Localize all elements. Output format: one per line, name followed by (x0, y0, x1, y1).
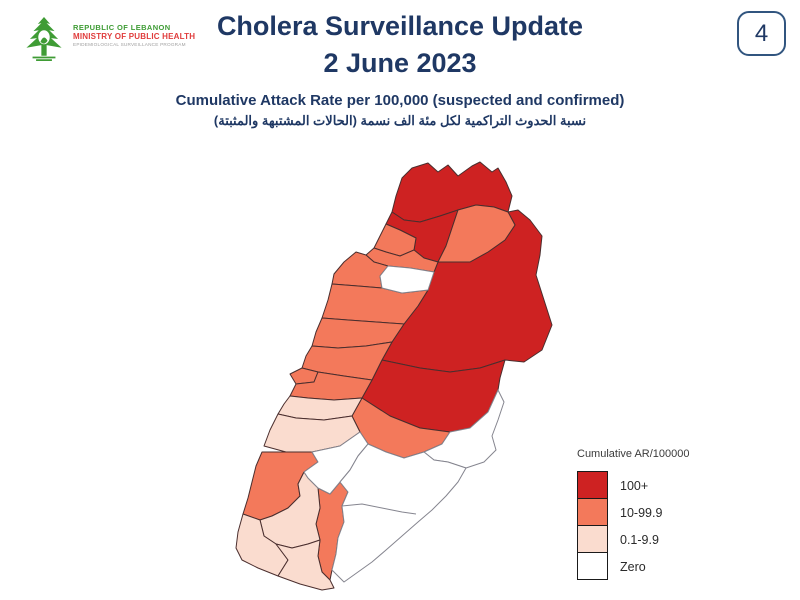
legend-swatch (577, 471, 608, 499)
legend-label: 0.1-9.9 (620, 532, 659, 547)
title-line-2: 2 June 2023 (323, 48, 477, 78)
logo-line-republic: REPUBLIC OF LEBANON (73, 23, 171, 32)
map-region (437, 204, 516, 263)
subtitle-english: Cumulative Attack Rate per 100,000 (susp… (175, 92, 625, 109)
legend-item: 100+ (577, 471, 690, 499)
map-border-line (341, 503, 417, 515)
legend-label: Zero (620, 559, 646, 574)
legend-swatch (577, 525, 608, 553)
cedar-icon (26, 17, 62, 61)
map-region (331, 443, 467, 583)
map-region (321, 283, 429, 325)
lebanon-choropleth-map (235, 161, 553, 591)
subtitle-arabic: نسبة الحدوث التراكمية لكل مئة الف نسمة (… (213, 113, 587, 128)
logo-line-program: EPIDEMIOLOGICAL SURVEILLANCE PROGRAM (73, 42, 186, 48)
legend-item: Zero (577, 552, 690, 580)
legend-title: Cumulative AR/100000 (577, 448, 690, 460)
page-title: Cholera Surveillance Update 2 June 2023 (170, 8, 630, 82)
slide-number-badge: 4 (737, 11, 786, 56)
legend-label: 10-99.9 (620, 505, 663, 520)
map-region (275, 539, 335, 591)
logo-line-ministry: MINISTRY OF PUBLIC HEALTH (73, 32, 196, 42)
title-line-1: Cholera Surveillance Update (216, 11, 584, 41)
legend-swatch (577, 552, 608, 580)
map-legend: Cumulative AR/100000 100+ 10-99.9 0.1-9.… (577, 448, 690, 580)
map-region (379, 265, 435, 294)
legend-item: 0.1-9.9 (577, 525, 690, 553)
legend-item: 10-99.9 (577, 498, 690, 526)
moph-logo: REPUBLIC OF LEBANON MINISTRY OF PUBLIC H… (22, 14, 195, 64)
legend-swatch (577, 498, 608, 526)
legend-label: 100+ (620, 478, 649, 493)
